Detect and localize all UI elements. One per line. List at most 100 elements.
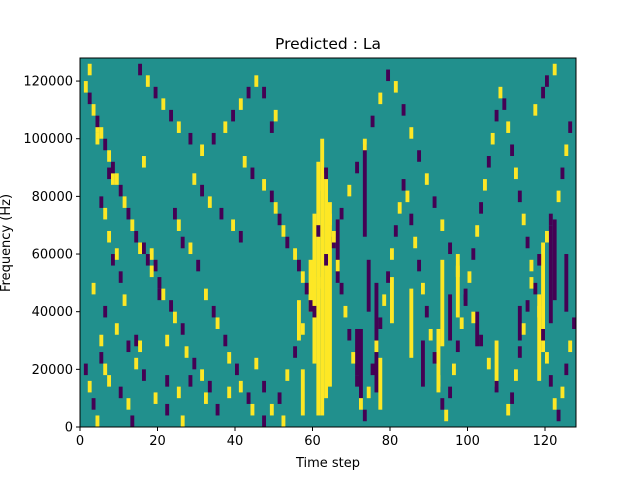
heatmap-cell-low xyxy=(277,213,282,226)
heatmap-column-high xyxy=(297,300,301,341)
heatmap-column-low xyxy=(359,328,363,399)
heatmap-cell-low xyxy=(262,86,267,99)
heatmap-cell-low xyxy=(231,109,236,122)
heatmap-cell-low xyxy=(316,225,321,237)
heatmap-cell-high xyxy=(521,323,526,335)
y-tick-label: 100000 xyxy=(23,132,73,147)
heatmap-cell-low xyxy=(432,196,437,208)
heatmap-cell-high xyxy=(281,225,286,237)
heatmap-cell-high xyxy=(111,173,115,185)
heatmap-cell-high xyxy=(200,144,205,157)
heatmap-cell-high xyxy=(486,357,491,370)
heatmap-cell-low xyxy=(564,363,569,376)
heatmap-cell-low xyxy=(548,375,553,387)
heatmap-column-high xyxy=(316,161,321,416)
heatmap-cell-low xyxy=(219,207,224,220)
heatmap-cell-low xyxy=(339,282,344,295)
heatmap-cell-low xyxy=(173,207,177,220)
heatmap-cell-low xyxy=(188,132,193,145)
heatmap-cell-low xyxy=(393,225,398,237)
heatmap-cell-low xyxy=(215,403,220,416)
y-tick-label: 40000 xyxy=(32,305,73,320)
heatmap-cell-high xyxy=(91,282,96,295)
heatmap-cell-low xyxy=(169,109,174,122)
heatmap-cell-high xyxy=(564,144,569,157)
heatmap-cell-high xyxy=(366,386,371,399)
heatmap-cell-high xyxy=(455,265,460,278)
heatmap-cell-high xyxy=(227,352,232,364)
heatmap-cell-high xyxy=(184,346,189,358)
heatmap-cell-high xyxy=(153,392,158,404)
heatmap-column-low xyxy=(564,254,569,312)
heatmap-column-low xyxy=(335,219,340,283)
heatmap-cell-low xyxy=(486,156,491,168)
heatmap-cell-high xyxy=(347,184,352,197)
heatmap-cell-high xyxy=(343,305,348,318)
heatmap-cell-high xyxy=(91,104,96,116)
heatmap-cell-low xyxy=(134,230,139,243)
heatmap-cell-high xyxy=(405,190,410,203)
heatmap-cell-low xyxy=(537,254,542,266)
heatmap-cell-high xyxy=(122,294,127,306)
plot-area xyxy=(79,57,577,428)
heatmap-cell-low xyxy=(262,380,267,393)
heatmap-cell-low xyxy=(246,86,251,99)
heatmap-cell-high xyxy=(537,305,542,318)
heatmap-cell-high xyxy=(328,213,332,226)
heatmap-cell-low xyxy=(510,144,515,157)
heatmap-cell-high xyxy=(273,109,278,122)
heatmap-cell-low xyxy=(118,271,123,283)
chart-title: Predicted : La xyxy=(275,35,381,53)
heatmap-cell-low xyxy=(130,415,135,427)
heatmap-cell-high xyxy=(413,236,418,249)
heatmap-cell-high xyxy=(238,380,243,393)
y-tick-label: 20000 xyxy=(32,363,73,378)
heatmap-cell-high xyxy=(281,415,286,427)
heatmap-column-high xyxy=(378,357,383,410)
heatmap-column-high xyxy=(390,277,394,324)
heatmap-cell-high xyxy=(231,219,236,231)
heatmap-cell-high xyxy=(359,398,363,410)
heatmap-cell-high xyxy=(130,219,135,231)
heatmap-cell-low xyxy=(192,357,197,370)
heatmap-cell-high xyxy=(134,357,139,370)
heatmap-cell-high xyxy=(242,156,247,168)
heatmap-cell-low xyxy=(169,300,174,312)
heatmap-cell-low xyxy=(153,259,158,272)
heatmap-cell-low xyxy=(142,369,146,381)
heatmap-cell-low xyxy=(471,248,476,260)
heatmap-cell-low xyxy=(142,242,146,255)
heatmap-cell-low xyxy=(386,271,391,283)
heatmap-cell-low xyxy=(111,161,115,174)
heatmap-cell-low xyxy=(285,236,290,249)
heatmap-cell-high xyxy=(506,121,511,133)
heatmap-cell-low xyxy=(118,386,123,399)
heatmap-cell-high xyxy=(122,196,127,208)
heatmap-cell-high xyxy=(215,317,220,329)
heatmap-cell-low xyxy=(269,121,274,133)
heatmap-cell-high xyxy=(552,398,557,410)
heatmap-cell-high xyxy=(161,288,166,301)
heatmap-cell-low xyxy=(145,254,150,266)
heatmap-cell-low xyxy=(269,190,274,203)
heatmap-cell-low xyxy=(200,184,205,197)
heatmap-column-high xyxy=(312,213,317,364)
x-tick-label: 100 xyxy=(455,434,480,449)
x-axis-title: Time step xyxy=(295,456,360,471)
heatmap-column-high xyxy=(324,173,329,399)
heatmap-cell-high xyxy=(424,173,429,185)
heatmap-cell-low xyxy=(211,132,216,145)
heatmap-cell-low xyxy=(525,236,530,249)
y-axis: 0 20000 40000 60000 80000 100000 120000 xyxy=(23,75,80,436)
x-axis: 0 20 40 60 80 100 120 xyxy=(76,427,557,449)
heatmap-cell-high xyxy=(545,352,549,364)
heatmap-cell-high xyxy=(107,375,112,387)
heatmap-cell-low xyxy=(103,305,108,318)
heatmap-cell-high xyxy=(300,323,305,335)
heatmap-cell-low xyxy=(103,138,108,151)
heatmap-cell-high xyxy=(475,225,480,237)
heatmap-cell-high xyxy=(149,265,154,278)
heatmap-cell-high xyxy=(273,202,278,214)
heatmap-cell-high xyxy=(397,202,402,214)
